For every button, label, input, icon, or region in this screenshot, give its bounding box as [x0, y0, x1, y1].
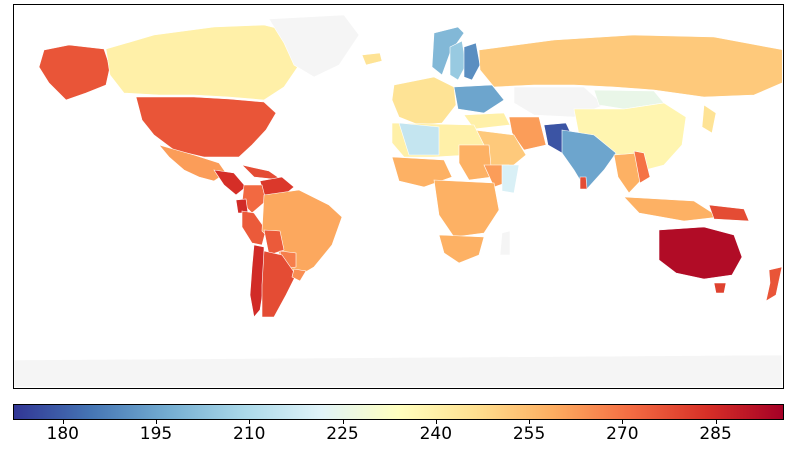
region-antarctica [14, 354, 782, 387]
region-somalia [501, 164, 520, 194]
region-central-africa [433, 179, 500, 238]
region-new-zealand [765, 266, 782, 302]
region-russia [478, 34, 782, 98]
colorbar-tick [622, 420, 624, 424]
region-iceland [361, 52, 383, 66]
region-sweden [449, 40, 467, 81]
colorbar [13, 404, 784, 420]
region-vietnam [633, 150, 651, 184]
region-united-states [135, 96, 277, 158]
region-madagascar [499, 230, 511, 256]
region-canada [105, 24, 305, 101]
region-mexico [158, 144, 227, 182]
region-sri-lanka [579, 176, 588, 190]
colorbar-tick-label: 270 [606, 424, 639, 444]
region-turkey [463, 112, 511, 130]
region-uruguay [291, 268, 307, 282]
region-sudan [458, 144, 493, 181]
colorbar-tick-label: 255 [512, 424, 546, 444]
region-southern-africa [438, 234, 485, 264]
region-argentina [261, 250, 297, 318]
region-indonesia [623, 196, 720, 222]
region-caribbean [241, 164, 283, 181]
map-panel [13, 4, 784, 389]
region-finland [463, 42, 481, 81]
region-western-europe [391, 76, 457, 126]
colorbar-tick-label: 195 [139, 424, 173, 444]
colorbar-tick-label: 285 [699, 424, 732, 444]
colorbar-ticks: 180 195 210 225 240 255 270 285 [13, 420, 784, 450]
colorbar-tick [249, 420, 251, 424]
colorbar-tick [435, 420, 437, 424]
region-tasmania [713, 282, 727, 294]
region-peru [241, 210, 267, 246]
colorbar-tick [715, 420, 717, 424]
colorbar-tick-label: 225 [326, 424, 359, 444]
region-mali [398, 122, 440, 156]
region-alaska [38, 44, 111, 101]
colorbar-tick [156, 420, 157, 424]
region-japan [701, 104, 717, 134]
colorbar-tick [529, 420, 531, 424]
colorbar-gradient [14, 405, 783, 419]
colorbar-tick-label: 240 [419, 424, 453, 444]
colorbar-tick [342, 420, 344, 424]
region-eastern-europe [453, 84, 505, 114]
region-bolivia [263, 229, 285, 256]
region-australia [658, 226, 743, 280]
colorbar-tick [62, 420, 64, 424]
colorbar-tick-label: 180 [46, 424, 79, 444]
world-map [14, 14, 782, 387]
region-india [561, 129, 617, 191]
region-central-america [213, 169, 247, 196]
region-greenland [268, 14, 360, 78]
colorbar-tick-label: 210 [233, 424, 266, 444]
region-papua-new-guinea [708, 204, 750, 222]
